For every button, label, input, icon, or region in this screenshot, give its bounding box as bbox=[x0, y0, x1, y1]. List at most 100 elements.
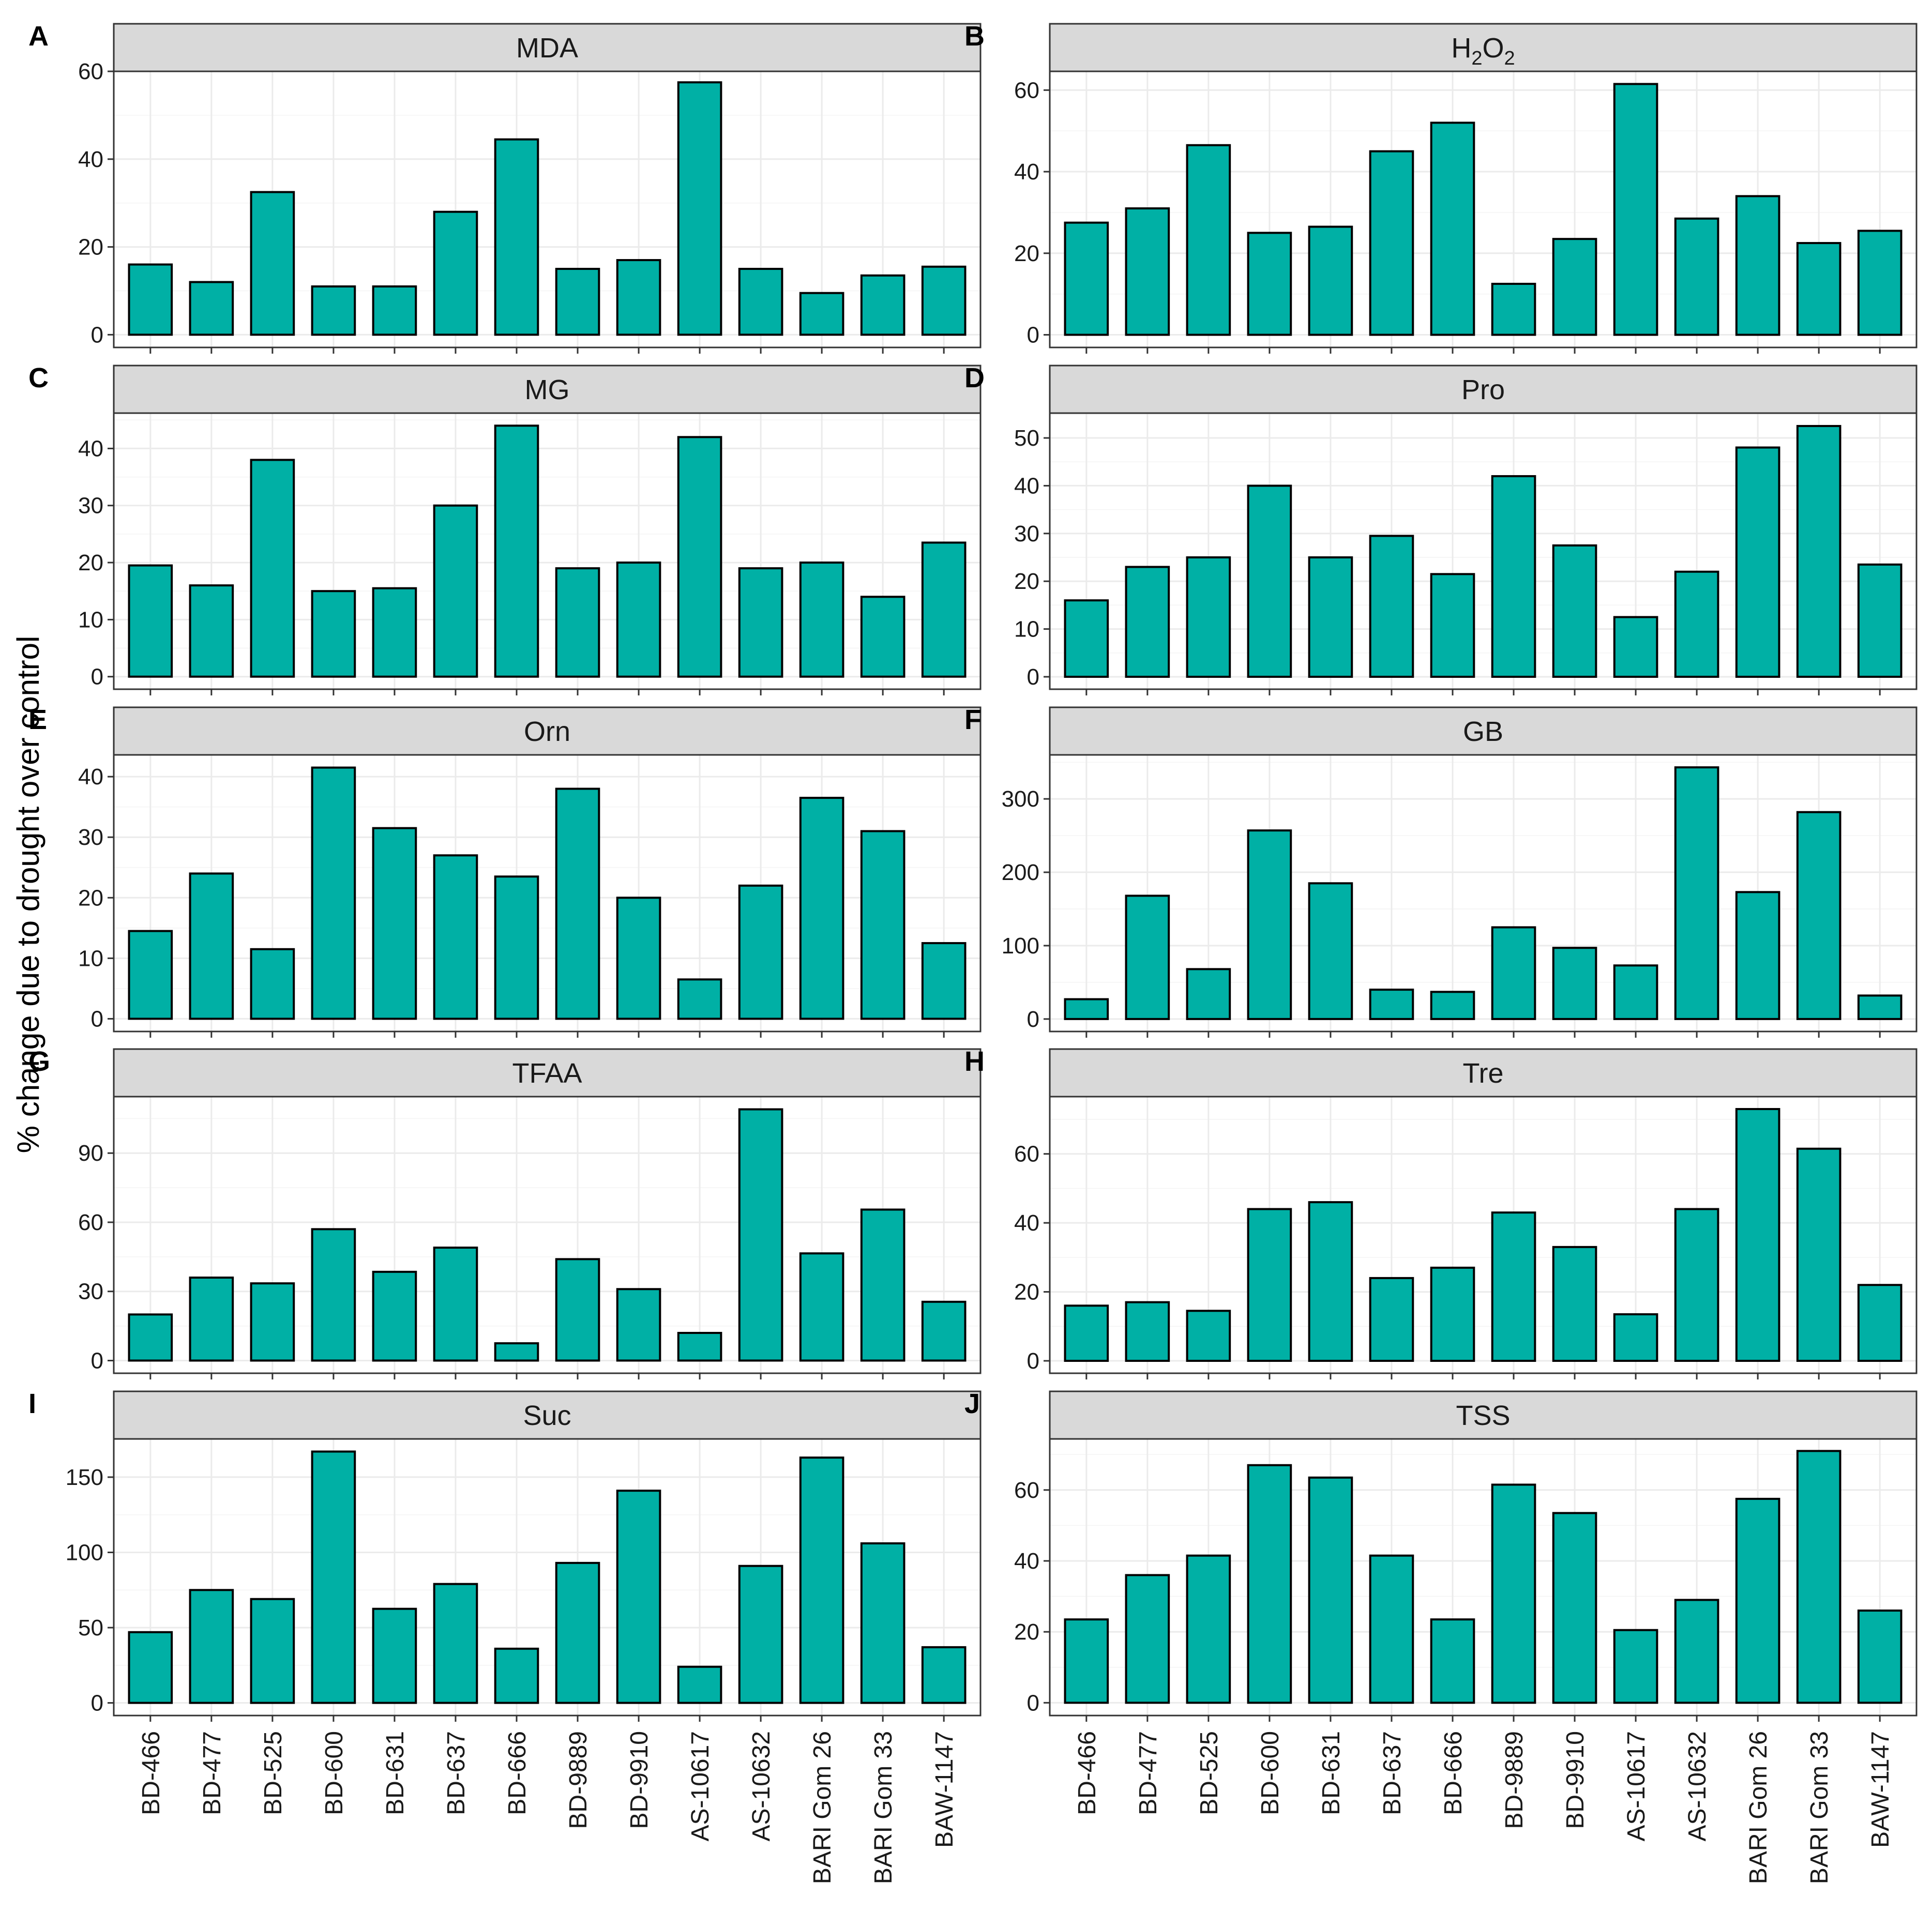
bar bbox=[799, 1252, 844, 1362]
y-tick-label: 20 bbox=[78, 550, 103, 575]
panel-letter: E bbox=[28, 704, 47, 735]
panel-border bbox=[113, 1096, 982, 1374]
x-tick-label: BD-600 bbox=[1257, 1731, 1284, 1815]
bar bbox=[738, 884, 783, 1020]
panel-border bbox=[113, 1438, 982, 1717]
bar bbox=[433, 1583, 478, 1704]
bar bbox=[1430, 573, 1475, 678]
bar bbox=[372, 1270, 417, 1362]
bar bbox=[494, 1647, 539, 1704]
panel-background bbox=[1050, 1097, 1916, 1373]
panel-strip bbox=[113, 1390, 982, 1440]
y-tick-label: 60 bbox=[1014, 1142, 1039, 1167]
bar bbox=[1064, 1618, 1109, 1704]
panel-title-sub: 2 bbox=[1504, 48, 1515, 69]
bar bbox=[128, 1631, 173, 1704]
bar bbox=[860, 596, 905, 678]
bar bbox=[1491, 475, 1536, 678]
bar bbox=[250, 191, 295, 336]
panel-j: TSS J 0 20 40 60 BD-466 BD-477 BD-525 BD-600 BD-63… bbox=[964, 1388, 1918, 1884]
x-tick-label: BD-477 bbox=[1135, 1731, 1162, 1815]
bar bbox=[1491, 1211, 1536, 1362]
panel-g: TFAA G 0 30 60 90 bbox=[28, 1046, 982, 1379]
panel-border bbox=[1049, 1438, 1918, 1717]
bar bbox=[1430, 991, 1475, 1020]
bar bbox=[1247, 1464, 1292, 1704]
y-tick-label: 20 bbox=[1014, 241, 1039, 266]
panel-letter: H bbox=[964, 1046, 985, 1077]
x-tick-label: BD-9889 bbox=[1501, 1731, 1528, 1829]
bar bbox=[1430, 122, 1475, 336]
bar bbox=[372, 827, 417, 1020]
panel-strip bbox=[113, 365, 982, 414]
y-tick-label: 30 bbox=[1014, 521, 1039, 547]
bar bbox=[616, 1288, 661, 1362]
panel-c: MG C 0 10 20 30 40 bbox=[28, 362, 982, 695]
y-tick-label: 20 bbox=[78, 235, 103, 260]
panel-strip bbox=[113, 23, 982, 72]
panel-background bbox=[114, 71, 980, 347]
panel-background bbox=[1050, 413, 1916, 689]
bar bbox=[494, 1342, 539, 1362]
panel-border bbox=[113, 70, 982, 348]
bar bbox=[128, 564, 173, 678]
y-tick-label: 60 bbox=[1014, 1478, 1039, 1503]
y-tick-label: 100 bbox=[66, 1540, 103, 1565]
x-tick-label: AS-10632 bbox=[748, 1731, 775, 1842]
y-tick-label: 10 bbox=[1014, 617, 1039, 642]
panel-e: Orn E 0 10 20 30 40 bbox=[28, 704, 982, 1038]
x-tick-label: BARI Gom 33 bbox=[870, 1731, 897, 1884]
bar bbox=[616, 1490, 661, 1704]
panel-title: H2O2 bbox=[1451, 33, 1515, 69]
bar bbox=[1735, 1497, 1780, 1704]
x-tick-label: AS-10632 bbox=[1684, 1731, 1711, 1842]
x-tick-label: BD-600 bbox=[321, 1731, 348, 1815]
y-tick-label: 40 bbox=[78, 764, 103, 790]
bar bbox=[433, 210, 478, 336]
y-tick-label: 150 bbox=[66, 1465, 103, 1490]
bar bbox=[677, 978, 722, 1020]
bar bbox=[433, 1247, 478, 1362]
panel-border bbox=[113, 754, 982, 1033]
bar bbox=[1552, 544, 1597, 678]
bar bbox=[555, 567, 600, 678]
panels: MDAA0204060H2O2B0204060MGC010203040ProD0… bbox=[28, 21, 1918, 1884]
bar bbox=[1674, 217, 1719, 336]
bar bbox=[555, 1258, 600, 1362]
y-axis-label: % change due to drought over control bbox=[11, 636, 46, 1154]
bar bbox=[799, 1456, 844, 1704]
x-tick-label: BARI Gom 33 bbox=[1806, 1731, 1833, 1884]
y-tick-label: 20 bbox=[1014, 1280, 1039, 1305]
bar bbox=[311, 766, 356, 1020]
bar bbox=[799, 562, 844, 678]
x-tick-label: BD-525 bbox=[260, 1731, 287, 1815]
bar bbox=[1613, 964, 1658, 1020]
panel-letter: B bbox=[964, 21, 985, 52]
panel-background bbox=[114, 755, 980, 1031]
bar bbox=[616, 562, 661, 678]
bar bbox=[433, 854, 478, 1020]
panel-background bbox=[114, 1097, 980, 1373]
y-tick-label: 20 bbox=[1014, 1619, 1039, 1645]
bar bbox=[128, 263, 173, 336]
bar bbox=[1064, 1304, 1109, 1362]
y-tick-label: 40 bbox=[1014, 159, 1039, 185]
bar bbox=[860, 274, 905, 336]
bar bbox=[1186, 968, 1231, 1020]
bar bbox=[1613, 1629, 1658, 1704]
bar bbox=[555, 268, 600, 336]
panel-border bbox=[113, 412, 982, 690]
x-tick-label: BD-9910 bbox=[1562, 1731, 1589, 1829]
panel-strip bbox=[1049, 1390, 1918, 1440]
y-tick-label: 40 bbox=[1014, 473, 1039, 498]
panel-strip bbox=[113, 1048, 982, 1098]
y-tick-label: 0 bbox=[91, 1006, 103, 1031]
panel-border bbox=[1049, 412, 1918, 690]
x-tick-label: BD-466 bbox=[1074, 1731, 1101, 1815]
bar bbox=[1125, 1574, 1170, 1704]
bar bbox=[189, 872, 234, 1020]
bar bbox=[738, 567, 783, 678]
y-tick-label: 0 bbox=[91, 322, 103, 347]
y-tick-label: 200 bbox=[1002, 860, 1039, 885]
